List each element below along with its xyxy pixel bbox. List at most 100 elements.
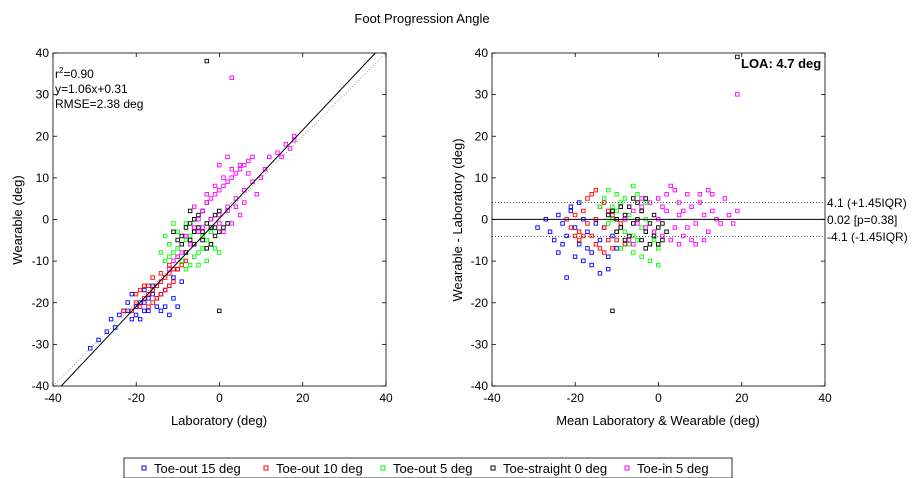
left-point-toe-in-5-deg — [204, 200, 209, 205]
left-point-toe-out-5-deg — [167, 254, 172, 259]
left-point-toe-out-5-deg — [200, 246, 205, 251]
right-point-toe-out-5-deg — [626, 212, 632, 218]
left-point-toe-straight-0-deg — [200, 208, 205, 214]
right-point-toe-in-5-deg — [693, 242, 698, 247]
left-point-toe-out-15-deg — [142, 300, 147, 305]
left-point-toe-in-5-deg — [204, 192, 209, 197]
left-point-toe-out-15-deg — [108, 316, 114, 322]
legend-box — [123, 457, 733, 478]
left-point-toe-straight-0-deg — [208, 225, 214, 230]
left-point-toe-in-5-deg — [200, 208, 205, 214]
left-point-toe-out-5-deg — [179, 242, 184, 247]
right-annotation-loa: LOA: 4.7 deg — [741, 56, 821, 71]
right-point-toe-in-5-deg — [651, 229, 657, 234]
right-point-toe-in-5-deg — [735, 92, 740, 97]
right-point-toe-out-5-deg — [631, 233, 636, 239]
left-point-toe-out-5-deg — [208, 229, 214, 234]
left-point-toe-straight-0-deg — [200, 237, 205, 243]
left-x-tick-label: -40 — [44, 391, 62, 405]
right-point-toe-out-10-deg — [593, 187, 599, 193]
legend-marker-toe-out-15 — [141, 465, 147, 471]
legend-label-toe-out-5: Toe-out 5 deg — [393, 461, 473, 476]
left-point-toe-straight-0-deg — [204, 200, 209, 205]
left-point-toe-out-10-deg — [171, 279, 176, 284]
left-point-toe-in-5-deg — [225, 154, 230, 160]
left-point-toe-out-5-deg — [192, 217, 197, 222]
right-point-toe-in-5-deg — [697, 192, 703, 197]
right-ref-label-upper: 4.1 (+1.45IQR) — [827, 196, 907, 210]
left-fit-line — [60, 52, 376, 387]
right-point-toe-in-5-deg — [689, 237, 694, 243]
right-point-toe-in-5-deg — [660, 233, 665, 239]
right-ref-label-mean: 0.02 [p=0.38] — [827, 213, 897, 227]
right-point-toe-in-5-deg — [631, 208, 636, 214]
right-point-toe-straight-0-deg — [639, 237, 644, 243]
left-y-tick-label: -20 — [32, 296, 50, 310]
right-point-toe-out-10-deg — [597, 204, 603, 209]
left-point-toe-out-10-deg — [133, 300, 139, 305]
left-y-tick-label: 10 — [36, 171, 50, 185]
right-point-toe-out-15-deg — [568, 208, 574, 214]
right-point-toe-in-5-deg — [730, 221, 736, 226]
left-point-toe-in-5-deg — [196, 229, 201, 234]
left-point-toe-out-15-deg — [162, 287, 168, 293]
left-point-toe-out-5-deg — [171, 250, 176, 255]
right-point-toe-straight-0-deg — [639, 208, 644, 214]
right-point-toe-straight-0-deg — [660, 237, 665, 243]
right-x-tick-label: -20 — [567, 391, 585, 405]
left-point-toe-straight-0-deg — [204, 246, 209, 251]
left-point-toe-in-5-deg — [229, 75, 234, 80]
right-point-toe-out-5-deg — [635, 237, 640, 243]
left-point-toe-out-15-deg — [154, 304, 160, 309]
left-annotation-rmse: RMSE=2.38 deg — [55, 97, 143, 111]
right-point-toe-out-10-deg — [568, 225, 574, 230]
right-point-toe-in-5-deg — [656, 196, 661, 201]
right-point-toe-in-5-deg — [706, 229, 711, 234]
right-point-toe-out-5-deg — [639, 254, 644, 259]
right-point-toe-out-5-deg — [647, 258, 653, 264]
right-point-toe-out-5-deg — [622, 229, 628, 234]
right-lines — [492, 202, 825, 237]
legend-label-toe-out-10: Toe-out 10 deg — [276, 461, 363, 476]
left-annotation-fit: y=1.06x+0.31 — [55, 82, 128, 96]
left-point-toe-straight-0-deg — [187, 237, 193, 243]
legend-marker-toe-out-5 — [380, 465, 386, 471]
left-point-toe-out-5-deg — [183, 237, 189, 243]
left-point-toe-out-10-deg — [150, 275, 155, 280]
right-point-toe-straight-0-deg — [626, 233, 632, 239]
left-point-toe-out-10-deg — [137, 304, 143, 309]
left-point-toe-in-5-deg — [179, 250, 184, 255]
left-point-toe-out-5-deg — [171, 221, 176, 226]
left-lines — [52, 52, 387, 387]
right-point-toe-out-10-deg — [610, 246, 615, 251]
left-point-toe-in-5-deg — [262, 167, 268, 172]
right-point-toe-out-15-deg — [564, 275, 569, 280]
right-ticks: -40 -20 0 20 40 -40 -30 -20 -10 0 10 20 30 40 — [471, 46, 832, 405]
left-point-toe-straight-0-deg — [204, 221, 209, 226]
left-point-toe-straight-0-deg — [212, 212, 218, 218]
left-annotation-r2: r2=0.90 — [55, 66, 94, 81]
left-point-toe-out-10-deg — [133, 291, 139, 297]
right-point-toe-straight-0-deg — [610, 208, 615, 214]
left-point-toe-in-5-deg — [192, 225, 197, 230]
left-y-tick-label: -30 — [32, 337, 50, 351]
left-point-toe-in-5-deg — [254, 192, 259, 197]
left-point-toe-out-10-deg — [129, 308, 135, 314]
left-point-toe-out-15-deg — [158, 291, 164, 297]
left-point-toe-out-10-deg — [183, 258, 189, 264]
left-point-toe-in-5-deg — [221, 183, 226, 189]
left-point-toe-straight-0-deg — [208, 217, 214, 222]
right-point-toe-out-5-deg — [610, 204, 615, 209]
left-point-toe-out-5-deg — [208, 242, 214, 247]
legend: Toe-out 15 deg Toe-out 10 deg Toe-out 5 … — [123, 457, 733, 478]
left-point-toe-out-15-deg — [125, 300, 130, 305]
right-point-toe-out-10-deg — [572, 212, 578, 218]
left-point-toe-out-15-deg — [162, 304, 168, 309]
left-point-toe-out-10-deg — [162, 287, 168, 293]
left-point-toe-out-5-deg — [212, 246, 218, 251]
left-point-toe-in-5-deg — [291, 133, 297, 139]
left-x-axis-label: Laboratory (deg) — [171, 413, 267, 428]
left-x-tick-label: 0 — [216, 391, 223, 405]
left-point-toe-out-15-deg — [104, 329, 110, 334]
